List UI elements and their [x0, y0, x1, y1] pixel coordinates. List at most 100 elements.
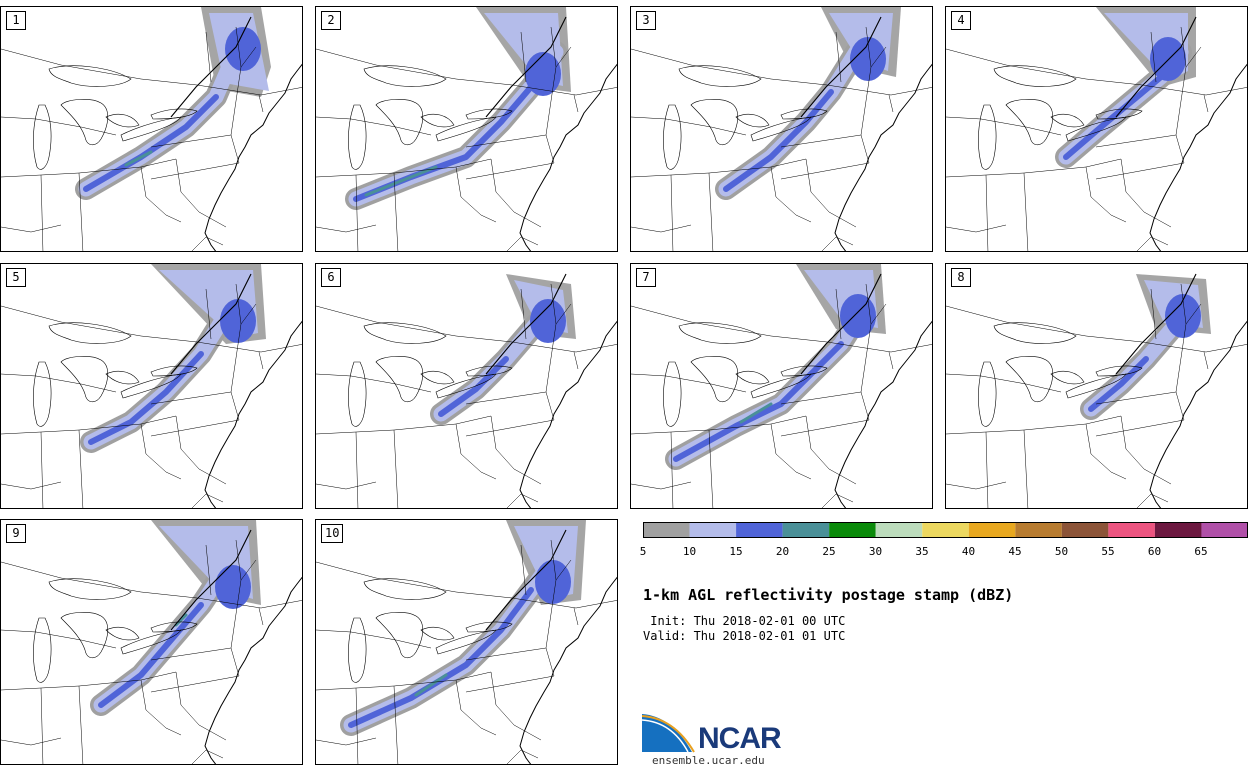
precip-cell-15dbz	[1150, 37, 1186, 81]
member-label-1: 1	[6, 11, 26, 30]
state-boundary	[780, 134, 870, 180]
state-boundary	[946, 481, 1007, 490]
colorbar-tick-65: 65	[1194, 545, 1208, 558]
state-boundary	[40, 174, 44, 251]
state-boundary	[316, 415, 492, 435]
colorbar-swatch	[1154, 522, 1202, 538]
state-boundary	[235, 283, 242, 325]
coastline	[1149, 63, 1247, 251]
state-boundary	[175, 158, 227, 228]
reflectivity-map-10	[316, 520, 617, 764]
product-title: 1-km AGL reflectivity postage stamp (dBZ…	[643, 586, 1014, 604]
state-boundary	[455, 679, 497, 736]
coastline	[204, 320, 302, 508]
state-boundary	[550, 283, 557, 325]
state-boundary	[316, 481, 377, 490]
colorbar-tick-60: 60	[1147, 545, 1162, 558]
state-boundary	[573, 94, 579, 113]
member-label-3: 3	[636, 11, 656, 30]
lake-outline	[363, 578, 447, 600]
ensemble-member-panel-1: 1	[0, 6, 303, 252]
reflectivity-map-4	[946, 7, 1247, 251]
lake-outline	[735, 370, 770, 385]
state-boundary	[506, 749, 539, 764]
state-boundary	[78, 172, 84, 251]
member-label-10: 10	[321, 524, 344, 543]
border-line	[485, 16, 567, 118]
lake-outline	[375, 356, 424, 403]
state-boundary	[1136, 493, 1169, 508]
lake-outline	[978, 361, 997, 427]
precip-cell-15dbz	[215, 565, 251, 609]
precip-band-5dbz	[340, 544, 567, 736]
state-boundary	[506, 236, 539, 251]
ensemble-member-panel-5: 5	[0, 263, 303, 509]
state-boundary	[1203, 94, 1209, 113]
state-boundary	[506, 493, 539, 508]
state-boundary	[550, 539, 557, 581]
state-boundary	[805, 415, 857, 485]
reflectivity-map-9	[1, 520, 302, 764]
colorbar-tick-35: 35	[915, 545, 929, 558]
state-boundary	[235, 539, 242, 581]
state-boundary	[235, 26, 242, 68]
state-boundary	[465, 391, 555, 437]
colorbar-tick-15: 15	[729, 545, 743, 558]
lake-outline	[1050, 370, 1085, 385]
member-label-5: 5	[6, 268, 26, 287]
state-boundary	[550, 26, 557, 68]
lake-outline	[363, 65, 447, 87]
state-boundary	[316, 629, 432, 649]
state-boundary	[1085, 166, 1127, 223]
state-boundary	[1180, 26, 1187, 68]
reflectivity-map-5	[1, 264, 302, 508]
state-boundary	[1150, 288, 1157, 340]
state-boundary	[631, 224, 692, 233]
state-boundary	[888, 351, 894, 370]
state-boundary	[316, 116, 432, 136]
state-boundary	[1085, 423, 1127, 480]
lake-outline	[105, 113, 140, 128]
state-boundary	[670, 431, 674, 508]
state-boundary	[1, 373, 117, 393]
state-boundary	[631, 305, 932, 353]
lake-outline	[780, 365, 828, 377]
colorbar-tick-45: 45	[1008, 545, 1022, 558]
reflectivity-map-8	[946, 273, 1247, 508]
colorbar-swatch	[1201, 522, 1248, 538]
state-boundary	[780, 391, 870, 437]
state-boundary	[355, 431, 359, 508]
state-boundary	[40, 431, 44, 508]
lake-outline	[678, 322, 762, 344]
state-boundary	[1023, 172, 1029, 251]
state-boundary	[316, 48, 617, 96]
state-boundary	[946, 116, 1062, 136]
lake-outline	[1005, 99, 1054, 146]
state-boundary	[205, 544, 212, 596]
source-url: ensemble.ucar.edu	[652, 754, 765, 767]
state-boundary	[1, 481, 62, 490]
state-boundary	[191, 749, 224, 764]
border-line	[485, 529, 567, 631]
coastline	[204, 63, 302, 251]
state-boundary	[1095, 134, 1185, 180]
precip-cell-15dbz	[530, 299, 566, 343]
ncar-logo-icon	[642, 714, 695, 753]
ensemble-member-panel-9: 9	[0, 519, 303, 765]
state-boundary	[205, 288, 212, 340]
lake-outline	[663, 104, 682, 170]
lake-outline	[993, 65, 1077, 87]
state-boundary	[1120, 158, 1172, 228]
state-boundary	[1023, 429, 1029, 508]
lake-outline	[690, 99, 739, 146]
state-boundary	[821, 236, 854, 251]
state-boundary	[1, 561, 302, 609]
state-boundary	[631, 48, 932, 96]
state-boundary	[985, 431, 989, 508]
state-boundary	[1, 305, 302, 353]
lake-outline	[150, 365, 198, 377]
colorbar-swatch	[829, 522, 876, 538]
colorbar-tick-55: 55	[1101, 545, 1115, 558]
colorbar-swatch	[643, 522, 690, 538]
state-boundary	[1095, 391, 1185, 437]
